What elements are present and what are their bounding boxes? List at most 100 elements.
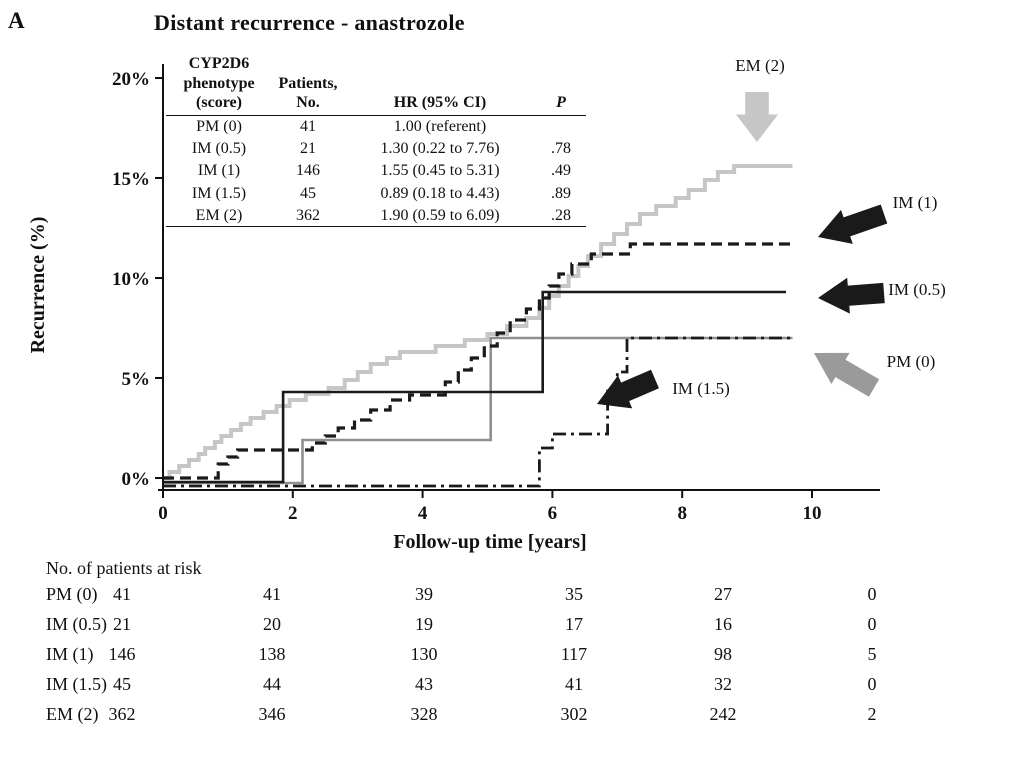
arrow-em-2: [736, 92, 778, 142]
risk-count: 328: [410, 704, 438, 724]
hr-table-cell: 1.55 (0.45 to 5.31): [380, 162, 500, 180]
x-tick-label: 10: [803, 503, 822, 524]
x-axis-title: Follow-up time [years]: [393, 531, 587, 553]
y-tick-label: 20%: [112, 69, 150, 90]
series-curve-im-1-5: [163, 336, 793, 488]
y-tick-label: 0%: [122, 469, 151, 490]
hr-table-body: PM (0) 41 1.00 (referent) IM (0.5) 21 1.30 (0…: [166, 115, 586, 228]
hr-col-header: P: [536, 54, 586, 116]
risk-count: 138: [258, 644, 286, 664]
risk-count: 146: [108, 644, 136, 664]
curve-label-pm-0: PM (0): [886, 352, 936, 371]
x-tick-label: 0: [158, 503, 168, 524]
hr-table-cell: 362: [272, 204, 344, 228]
curve-label-im-1: IM (1): [892, 193, 938, 212]
hr-table-cell: .78: [551, 140, 571, 158]
arrow-im-0-5: [818, 277, 885, 314]
series-curve-im-0-5: [163, 290, 786, 484]
chart-title: Distant recurrence - anastrozole: [154, 10, 465, 35]
hr-summary-table: CYP2D6 phenotype (score) Patients, No. HR …: [166, 54, 586, 228]
y-tick-label: 5%: [122, 369, 151, 390]
risk-count: 44: [263, 674, 281, 694]
arrow-pm-0: [814, 352, 880, 397]
risk-count: 362: [108, 704, 136, 724]
series-curve-im-1: [163, 242, 793, 480]
x-tick-label: 8: [677, 503, 687, 524]
risk-count: 20: [263, 614, 281, 634]
hr-table-cell: PM (0): [196, 118, 242, 136]
x-tick-label: 4: [418, 503, 428, 524]
y-tick-label: 10%: [112, 269, 150, 290]
y-axis-title: Recurrence (%): [27, 216, 49, 354]
risk-count: 117: [560, 644, 588, 664]
risk-count: 41: [263, 584, 281, 604]
x-tick-label: 6: [548, 503, 558, 524]
series-curve-pm-0: [163, 336, 793, 485]
risk-count: 98: [714, 644, 732, 664]
hr-table-cell: .49: [551, 162, 571, 180]
risk-count: 45: [113, 674, 131, 694]
x-tick-label: 2: [288, 503, 298, 524]
risk-count: 35: [565, 584, 583, 604]
risk-row-label: IM (1): [46, 644, 94, 664]
risk-count: 32: [714, 674, 732, 694]
risk-table-title: No. of patients at risk: [46, 558, 202, 578]
risk-count: 242: [709, 704, 737, 724]
risk-count: 19: [415, 614, 433, 634]
y-tick-label: 15%: [112, 169, 150, 190]
risk-count: 302: [560, 704, 588, 724]
hr-table-cell: EM (2): [166, 204, 272, 228]
hr-table-row: PM (0) 41 1.00 (referent): [166, 115, 586, 138]
hr-table-row: IM (0.5) 21 1.30 (0.22 to 7.76) .78: [166, 138, 586, 160]
risk-row-label: IM (0.5): [46, 614, 107, 634]
hr-table-cell: IM (0.5): [191, 140, 247, 158]
hr-table-cell: [536, 115, 586, 138]
hr-table-cell: 45: [300, 184, 316, 202]
hr-table-cell: 1.30 (0.22 to 7.76): [380, 140, 500, 158]
curve-label-em-2: EM (2): [735, 56, 785, 75]
risk-count: 27: [714, 584, 732, 604]
hr-table-cell: 1.90 (0.59 to 6.09): [344, 204, 536, 228]
risk-count: 21: [113, 614, 131, 634]
hr-col-header: CYP2D6 phenotype (score): [166, 54, 272, 116]
risk-row-label: PM (0): [46, 584, 98, 604]
risk-count: 346: [258, 704, 286, 724]
series-curve-em-2: [163, 164, 793, 480]
risk-count: 0: [867, 584, 877, 604]
hr-table-row: IM (1) 146 1.55 (0.45 to 5.31) .49: [166, 160, 586, 182]
hr-table-cell: 41: [300, 118, 316, 136]
risk-count: 41: [565, 674, 583, 694]
hr-table-cell: .89: [551, 184, 571, 202]
arrow-im-1-5: [597, 369, 659, 409]
risk-count: 41: [113, 584, 131, 604]
panel-label: A: [8, 8, 25, 33]
curve-label-im-1-5: IM (1.5): [672, 379, 730, 398]
risk-row-label: EM (2): [46, 704, 99, 724]
hr-table-cell: 1.00 (referent): [393, 118, 487, 136]
hr-table-row: IM (1.5) 45 0.89 (0.18 to 4.43) .89: [166, 182, 586, 204]
risk-count: 43: [415, 674, 433, 694]
hr-col-header: HR (95% CI): [344, 54, 536, 116]
risk-count: 17: [565, 614, 583, 634]
risk-count: 0: [867, 614, 877, 634]
risk-row-label: IM (1.5): [46, 674, 107, 694]
risk-count: 39: [415, 584, 433, 604]
hr-table-cell: IM (1): [197, 162, 241, 180]
risk-count: 2: [867, 704, 877, 724]
hr-table-cell: 21: [300, 140, 316, 158]
hr-table-cell: IM (1.5): [191, 184, 247, 202]
arrow-im-1: [818, 204, 888, 244]
risk-count: 130: [410, 644, 438, 664]
hr-table-cell: 146: [296, 162, 320, 180]
hr-col-header: Patients, No.: [272, 54, 344, 116]
risk-count: 16: [714, 614, 732, 634]
hr-table-header-row: CYP2D6 phenotype (score) Patients, No. HR …: [166, 54, 586, 116]
curve-label-im-0-5: IM (0.5): [888, 280, 946, 299]
risk-count: 0: [867, 674, 877, 694]
risk-count: 5: [867, 644, 877, 664]
hr-table-row: EM (2) 362 1.90 (0.59 to 6.09) .28: [166, 204, 586, 228]
hr-table-cell: .28: [536, 204, 586, 228]
hr-table-cell: 0.89 (0.18 to 4.43): [380, 184, 500, 202]
